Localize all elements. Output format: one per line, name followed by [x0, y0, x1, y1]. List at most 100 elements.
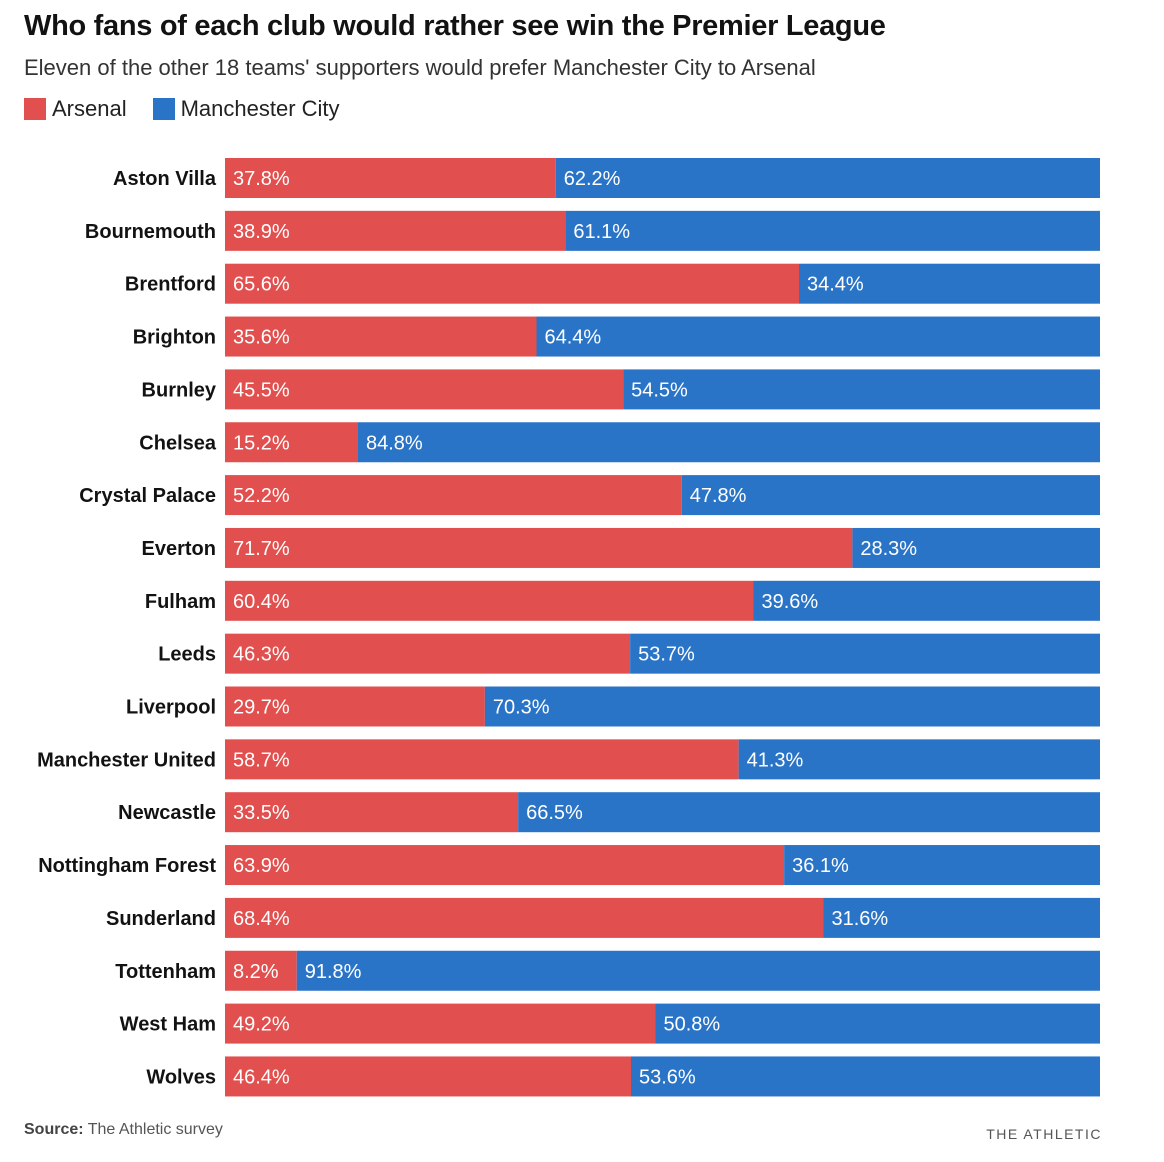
data-label-man-city-wolves: 53.6%	[639, 1066, 696, 1088]
bar-arsenal-newcastle	[225, 792, 519, 833]
source-label: Source:	[24, 1121, 84, 1138]
category-label-crystal-palace: Crystal Palace	[79, 485, 216, 507]
bar-man-city-nottingham-forest	[784, 845, 1100, 886]
bar-man-city-sunderland	[823, 897, 1100, 938]
bar-man-city-brighton	[536, 316, 1100, 357]
category-label-burnley: Burnley	[142, 379, 217, 401]
bar-arsenal-fulham	[225, 580, 754, 621]
data-label-man-city-newcastle: 66.5%	[526, 802, 583, 824]
legend-swatch-man-city	[152, 98, 175, 120]
legend-label-arsenal: Arsenal	[52, 96, 127, 121]
bar-arsenal-leeds	[225, 633, 631, 674]
data-label-man-city-manchester-united: 41.3%	[747, 749, 804, 771]
bar-arsenal-manchester-united	[225, 739, 739, 780]
data-label-arsenal-west-ham: 49.2%	[233, 1014, 290, 1036]
bar-man-city-burnley	[623, 369, 1100, 410]
chart-title: Who fans of each club would rather see w…	[24, 10, 886, 42]
legend: Arsenal Manchester City	[24, 96, 340, 122]
category-label-manchester-united: Manchester United	[37, 749, 216, 771]
bar-man-city-wolves	[631, 1056, 1100, 1097]
bar-arsenal-west-ham	[225, 1003, 656, 1044]
bar-arsenal-nottingham-forest	[225, 845, 785, 886]
data-label-arsenal-burnley: 45.5%	[233, 379, 290, 401]
category-label-fulham: Fulham	[145, 591, 216, 613]
category-label-tottenham: Tottenham	[115, 961, 216, 983]
data-label-arsenal-newcastle: 33.5%	[233, 802, 290, 824]
category-label-brentford: Brentford	[125, 274, 216, 296]
data-label-arsenal-crystal-palace: 52.2%	[233, 485, 290, 507]
data-label-man-city-leeds: 53.7%	[638, 644, 695, 666]
bar-arsenal-everton	[225, 527, 853, 568]
data-label-man-city-crystal-palace: 47.8%	[690, 485, 747, 507]
data-label-arsenal-wolves: 46.4%	[233, 1066, 290, 1088]
bar-arsenal-crystal-palace	[225, 475, 682, 516]
data-label-arsenal-brighton: 35.6%	[233, 327, 290, 349]
category-label-everton: Everton	[142, 538, 216, 560]
data-label-man-city-chelsea: 84.8%	[366, 432, 423, 454]
bar-man-city-tottenham	[296, 950, 1100, 991]
category-label-chelsea: Chelsea	[139, 432, 217, 454]
bar-man-city-crystal-palace	[681, 475, 1100, 516]
data-label-man-city-sunderland: 31.6%	[832, 908, 889, 930]
bar-man-city-chelsea	[358, 422, 1100, 463]
data-label-arsenal-manchester-united: 58.7%	[233, 749, 290, 771]
bar-man-city-everton	[852, 527, 1100, 568]
data-label-arsenal-sunderland: 68.4%	[233, 908, 290, 930]
data-label-man-city-tottenham: 91.8%	[305, 961, 362, 983]
data-label-arsenal-everton: 71.7%	[233, 538, 290, 560]
bar-man-city-fulham	[753, 580, 1100, 621]
category-label-bournemouth: Bournemouth	[85, 221, 216, 243]
category-label-brighton: Brighton	[133, 327, 216, 349]
bar-man-city-bournemouth	[565, 210, 1100, 251]
legend-label-man-city: Manchester City	[180, 96, 340, 121]
data-label-man-city-fulham: 39.6%	[762, 591, 819, 613]
data-label-man-city-aston-villa: 62.2%	[564, 168, 621, 190]
bar-arsenal-chelsea	[225, 422, 358, 463]
bar-arsenal-brentford	[225, 263, 799, 304]
data-label-man-city-liverpool: 70.3%	[493, 697, 550, 719]
bar-chart: Aston Villa 37.8% 62.2% Bournemouth 38.9% 61.…	[37, 158, 1100, 1097]
data-label-arsenal-bournemouth: 38.9%	[233, 221, 290, 243]
source-text: The Athletic survey	[83, 1121, 223, 1138]
data-label-arsenal-nottingham-forest: 63.9%	[233, 855, 290, 877]
chart-subtitle: Eleven of the other 18 teams' supporters…	[24, 55, 816, 80]
data-label-arsenal-tottenham: 8.2%	[233, 961, 279, 983]
data-label-man-city-everton: 28.3%	[860, 538, 917, 560]
data-label-man-city-brighton: 64.4%	[545, 327, 602, 349]
category-label-liverpool: Liverpool	[126, 697, 216, 719]
data-label-arsenal-brentford: 65.6%	[233, 274, 290, 296]
category-label-wolves: Wolves	[146, 1066, 216, 1088]
legend-item-man-city: Manchester City	[152, 96, 340, 122]
bar-arsenal-tottenham	[225, 950, 297, 991]
category-label-aston-villa: Aston Villa	[113, 168, 217, 190]
category-label-leeds: Leeds	[158, 644, 216, 666]
bar-arsenal-burnley	[225, 369, 624, 410]
data-label-man-city-nottingham-forest: 36.1%	[792, 855, 849, 877]
bar-man-city-aston-villa	[555, 158, 1100, 198]
data-label-man-city-brentford: 34.4%	[807, 274, 864, 296]
bar-man-city-brentford	[799, 263, 1100, 304]
data-label-man-city-burnley: 54.5%	[631, 379, 688, 401]
category-label-west-ham: West Ham	[120, 1014, 216, 1036]
bar-arsenal-liverpool	[225, 686, 485, 727]
brand-logo: THE ATHLETIC	[986, 1126, 1102, 1142]
bar-man-city-newcastle	[518, 792, 1100, 833]
data-label-arsenal-liverpool: 29.7%	[233, 697, 290, 719]
bar-arsenal-wolves	[225, 1056, 631, 1097]
data-label-arsenal-aston-villa: 37.8%	[233, 168, 290, 190]
bar-arsenal-aston-villa	[225, 158, 556, 198]
data-label-arsenal-chelsea: 15.2%	[233, 432, 290, 454]
data-label-man-city-west-ham: 50.8%	[664, 1014, 721, 1036]
source-note: Source: The Athletic survey	[24, 1121, 223, 1139]
legend-swatch-arsenal	[24, 98, 46, 120]
category-label-newcastle: Newcastle	[118, 802, 216, 824]
bar-man-city-west-ham	[655, 1003, 1100, 1044]
data-label-man-city-bournemouth: 61.1%	[573, 221, 630, 243]
bar-man-city-liverpool	[484, 686, 1100, 727]
data-label-arsenal-leeds: 46.3%	[233, 644, 290, 666]
bar-arsenal-sunderland	[225, 897, 824, 938]
category-label-nottingham-forest: Nottingham Forest	[38, 855, 216, 877]
bar-man-city-leeds	[630, 633, 1100, 674]
data-label-arsenal-fulham: 60.4%	[233, 591, 290, 613]
bar-man-city-manchester-united	[738, 739, 1100, 780]
